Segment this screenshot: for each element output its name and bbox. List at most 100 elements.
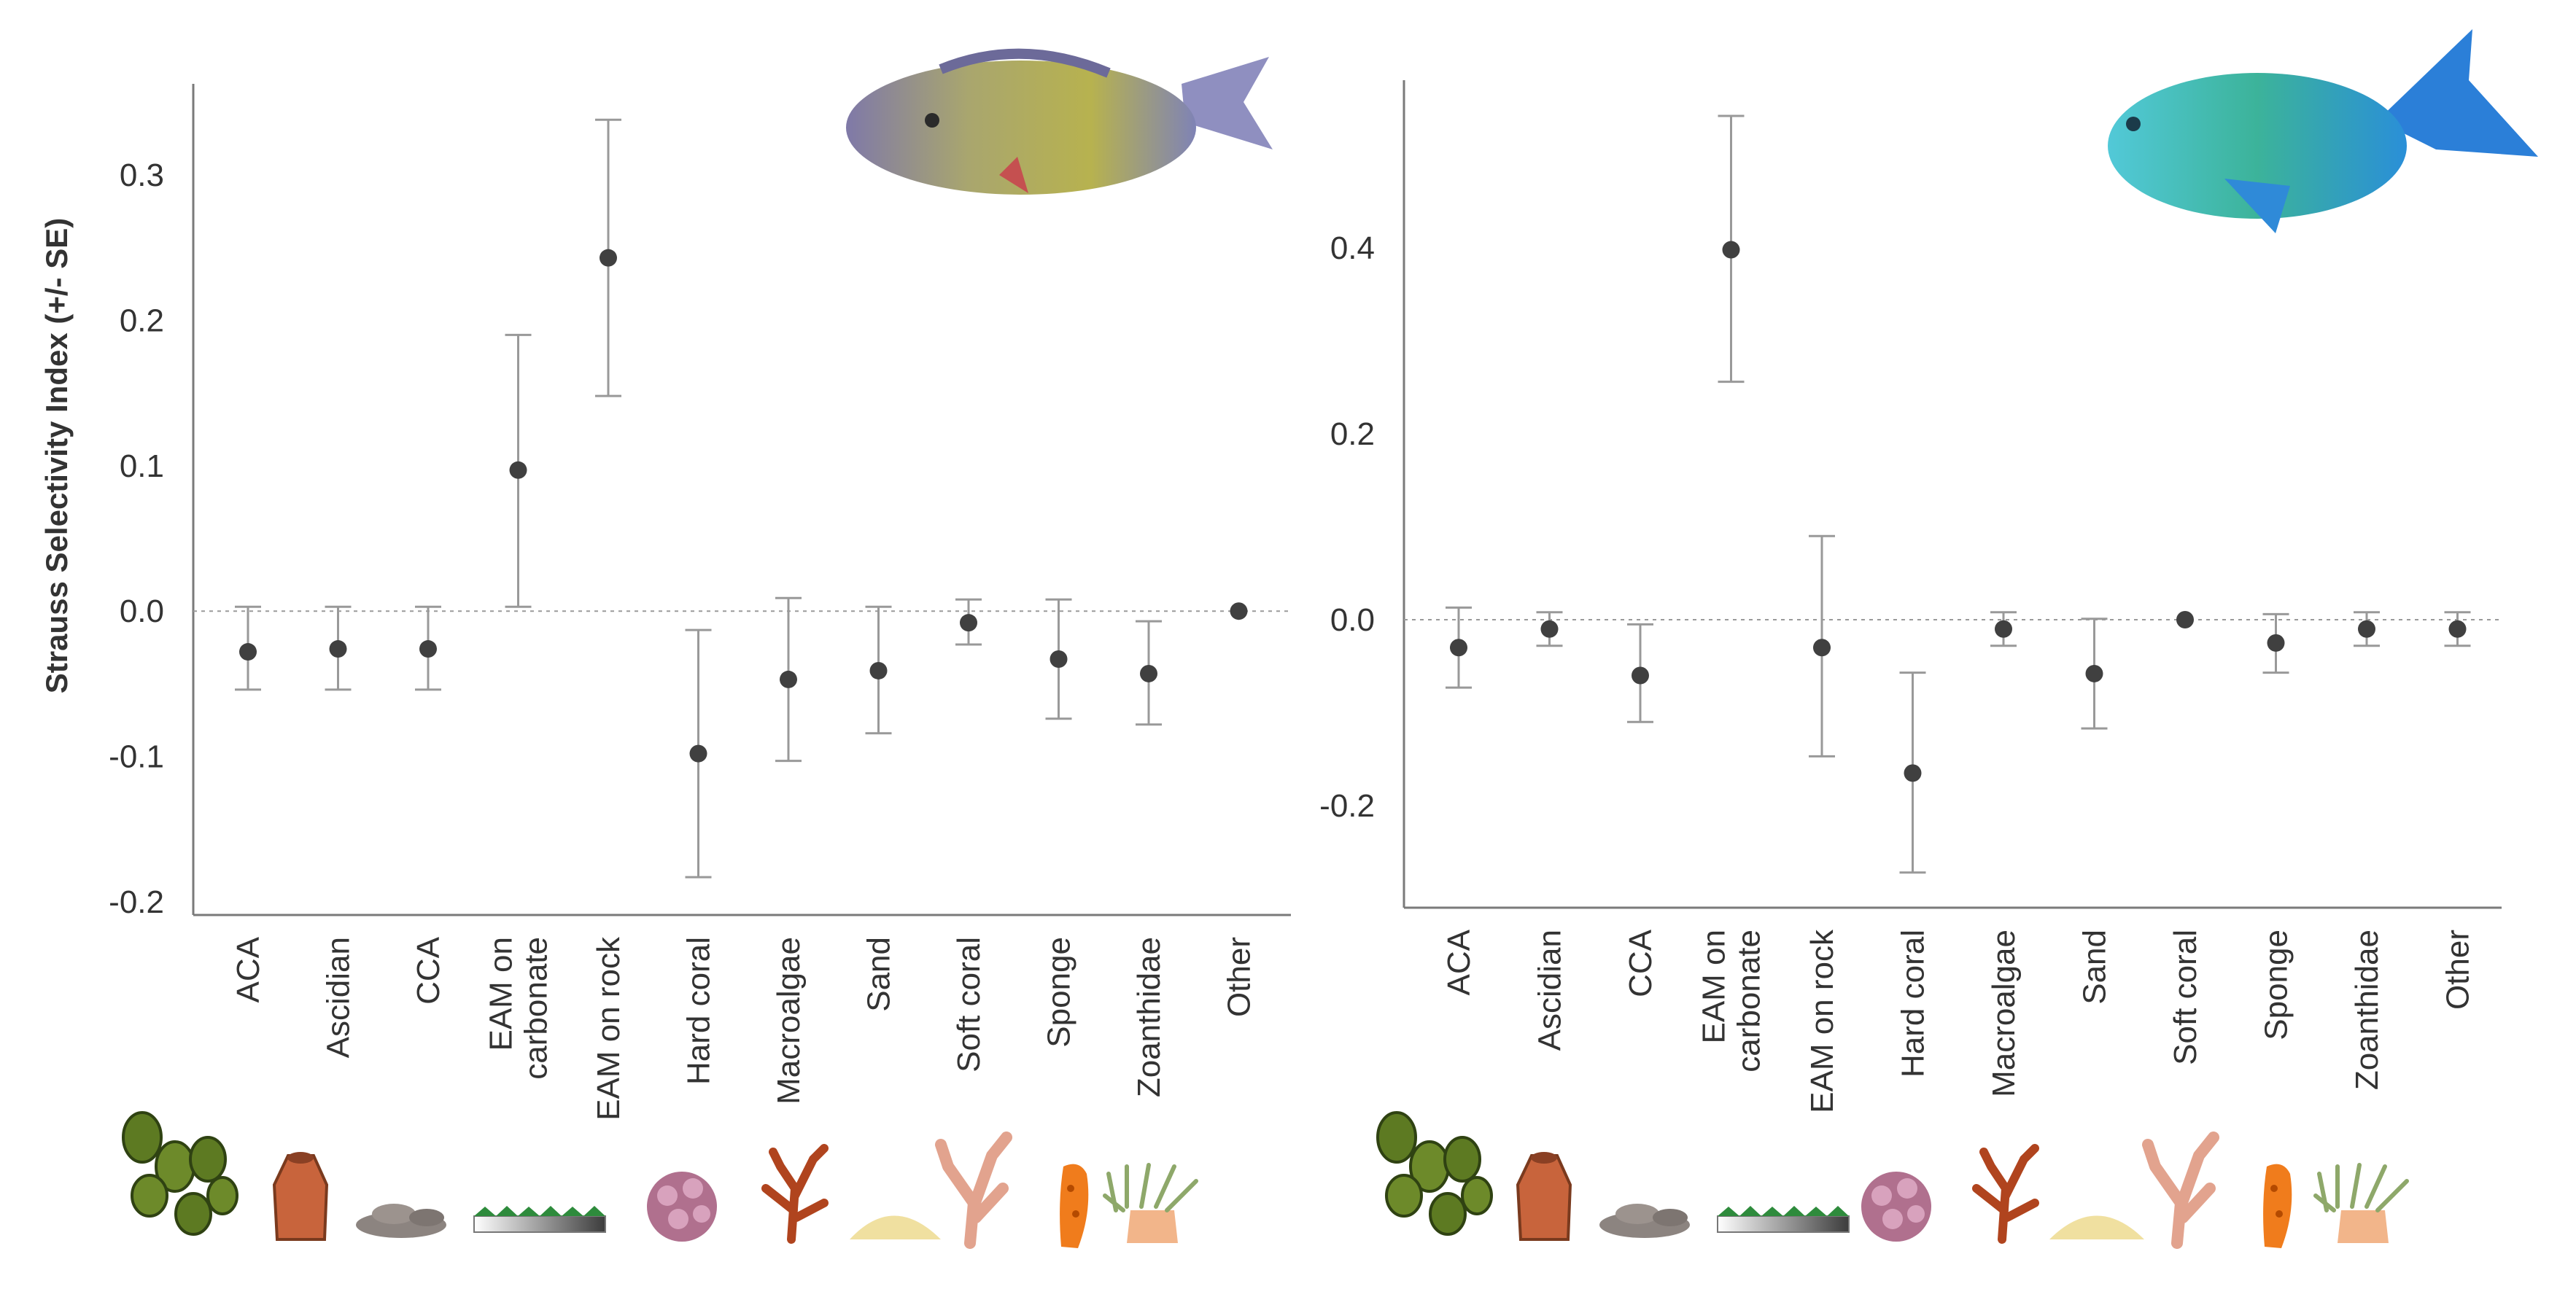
soft-coral-icon [935,1132,1012,1249]
x-category-label: Hard coral [681,937,717,1085]
x-category-label: Zoanthidae [1131,937,1167,1097]
x-category-label: CCA [411,936,446,1005]
x-category-label: EAM on rock [1804,929,1840,1113]
x-category-label-line: Zoanthidae [1131,937,1167,1097]
x-category-label: Ascidian [1532,930,1568,1051]
x-category-label-line: Other [2440,930,2476,1010]
x-category-label-line: CCA [411,936,446,1005]
hard-coral-icon [1861,1172,1931,1242]
x-category-label-line: Sand [861,937,897,1012]
x-category-label: Sand [861,937,897,1012]
x-category-label-line: Macroalgae [771,937,807,1105]
x-category-label-line: Zoanthidae [2349,930,2385,1090]
red-macroalgae-icon [1972,1144,2039,1244]
y-tick-label: 0.2 [120,303,164,338]
sponge-icon [2263,1164,2292,1248]
y-tick-label: 0.1 [120,448,164,484]
x-category-label: EAM on carbonate [1696,930,1767,1072]
zoanthid-icon [2313,1163,2409,1243]
data-point [1632,666,1649,685]
eam-turf-icon [473,1206,606,1233]
data-point [689,744,707,763]
cca-rubble-icon [356,1204,446,1238]
data-point [2267,634,2285,652]
x-category-label: Sponge [2259,930,2294,1040]
data-point [960,614,977,632]
x-category-label-line: EAM on rock [591,936,626,1121]
x-category-label-line: Soft coral [2168,930,2203,1065]
x-category-label: Sand [2077,930,2113,1005]
x-category-label: Other [2440,930,2476,1010]
green-macroalgae-icon [1376,1111,1493,1236]
y-tick-label: 0.0 [120,593,164,629]
data-point [329,640,347,658]
y-tick-label: 0.2 [1330,416,1375,452]
x-category-label-line: Ascidian [1532,930,1568,1051]
data-point [1050,650,1068,669]
x-category-label-line: Soft coral [951,937,987,1072]
y-tick-label: 0.4 [1330,230,1375,266]
x-category-label: Macroalgae [1986,930,2022,1097]
x-category-label-line: Other [1222,937,1257,1017]
ascidian-icon [1516,1152,1572,1241]
y-tick-label: 0.3 [120,157,164,193]
chart-panel-right: 0.4 0.2 0.0 -0.2 ACA Ascidian CCA EAM on carbon… [1319,80,2502,1113]
x-category-label-line: Sponge [2259,930,2294,1040]
eam-turf-icon [1717,1206,1850,1233]
x-category-label-line: Hard coral [1896,930,1931,1078]
soft-coral-icon [2142,1132,2219,1249]
x-category-label: Soft coral [951,937,987,1072]
x-category-label-line: carbonate [1731,930,1767,1072]
x-category-label-line: Macroalgae [1986,930,2022,1097]
x-category-label-line: ACA [230,936,266,1002]
y-tick-label: -0.2 [109,884,164,920]
data-point [2448,620,2467,638]
data-point [2085,664,2103,682]
x-category-label: CCA [1623,929,1659,997]
x-category-label-line: ACA [1441,929,1477,995]
hard-coral-icon [647,1172,717,1242]
x-category-label: Other [1222,937,1257,1017]
data-point [2358,620,2375,638]
x-category-label-line: CCA [1623,929,1659,997]
x-category-label: EAM on carbonate [484,937,554,1080]
y-tick-label: -0.2 [1319,788,1375,824]
x-category-label: Sponge [1041,937,1077,1048]
x-category-label: Zoanthidae [2349,930,2385,1090]
x-category-label: Soft coral [2168,930,2203,1065]
parrotfish-illustration-right [2108,29,2538,233]
x-category-label-line: Ascidian [321,937,357,1058]
x-category-label-line: carbonate [519,937,554,1080]
x-category-label-line: EAM on rock [1804,929,1840,1113]
data-point [1540,620,1559,638]
data-point [1813,639,1831,657]
x-category-label: Hard coral [1896,930,1931,1078]
x-category-label: ACA [230,936,266,1002]
data-point [1230,602,1248,620]
sponge-icon [1060,1164,1089,1248]
ascidian-icon [272,1152,329,1241]
data-point [1722,241,1740,259]
data-point [1995,620,2012,638]
parrotfish-illustration-left [846,48,1273,195]
data-point [509,461,527,479]
chart-panel-left: Strauss Selectivity Index (+/- SE) 0.3 0.… [39,84,1291,1121]
data-point [2176,611,2194,628]
x-category-label: EAM on rock [591,936,626,1121]
x-category-label-line: Hard coral [681,937,717,1085]
y-axis-label: Strauss Selectivity Index (+/- SE) [39,218,74,693]
sand-icon [2049,1215,2144,1239]
green-macroalgae-icon [122,1111,238,1236]
x-category-label-line: Sponge [1041,937,1077,1048]
x-category-label-line: Sand [2077,930,2113,1005]
data-point [869,661,888,679]
sand-icon [850,1215,941,1239]
data-point [600,249,617,267]
benthic-icons-right [1376,1111,2409,1249]
data-point [1450,639,1467,657]
data-point [419,640,437,658]
x-category-label: Ascidian [321,937,357,1058]
x-category-label-line: EAM on [1696,930,1732,1044]
y-tick-label: 0.0 [1330,602,1375,638]
